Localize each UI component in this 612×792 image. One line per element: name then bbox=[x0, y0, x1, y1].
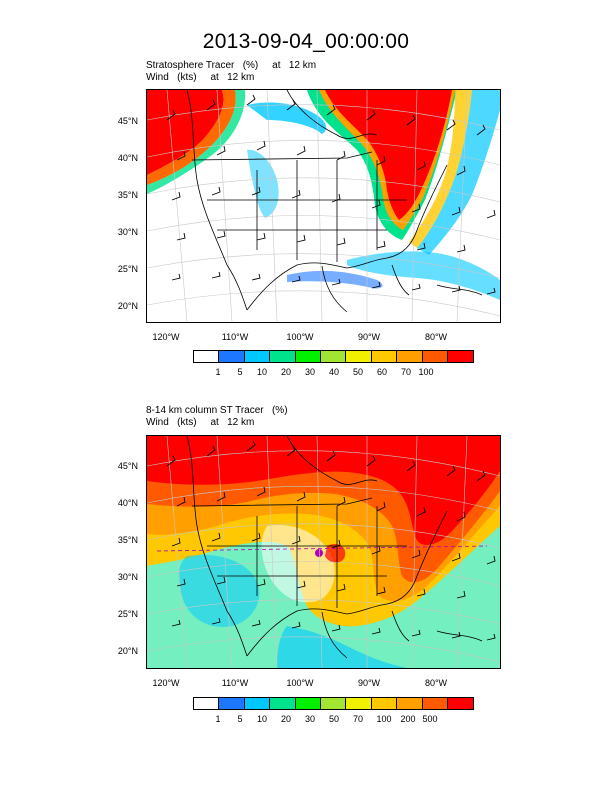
panel1-colorbar-label: 5 bbox=[237, 367, 243, 377]
panel1-lon-label: 110°W bbox=[221, 332, 249, 342]
panel2-colorbar-label: 5 bbox=[237, 714, 243, 724]
colorbar-swatch bbox=[397, 698, 423, 709]
panel1-colorbar-label: 40 bbox=[328, 367, 339, 377]
panel1-lon-label: 80°W bbox=[424, 332, 448, 342]
colorbar-swatch bbox=[194, 351, 220, 362]
colorbar-swatch bbox=[346, 698, 372, 709]
panel1-map bbox=[146, 89, 501, 323]
panel2-lon-label: 80°W bbox=[424, 678, 448, 688]
panel2-tracer-field bbox=[147, 436, 500, 668]
panel1-wind-barbs bbox=[166, 94, 496, 295]
colorbar-swatch bbox=[295, 351, 321, 362]
panel1-lon-label: 120°W bbox=[152, 332, 180, 342]
panel1-graticule bbox=[147, 90, 500, 322]
panel2-coastlines bbox=[186, 436, 483, 659]
panel1-colorbar-label: 1 bbox=[215, 367, 221, 377]
colorbar-swatch bbox=[219, 698, 245, 709]
panel2-boundary bbox=[156, 545, 488, 552]
colorbar-swatch bbox=[447, 351, 474, 362]
colorbar-swatch bbox=[346, 351, 372, 362]
panel1-lat-label: 30°N bbox=[117, 227, 138, 237]
panel2-lat-label: 45°N bbox=[117, 461, 138, 471]
panel2-colorbar-label: 30 bbox=[304, 714, 315, 724]
panel1-colorbar bbox=[193, 350, 475, 363]
panel2-colorbar-label: 10 bbox=[256, 714, 267, 724]
panel1-colorbar-label: 10 bbox=[256, 367, 267, 377]
colorbar-swatch bbox=[194, 698, 220, 709]
panel2-colorbar-label: 100 bbox=[376, 714, 392, 724]
panel2-lat-label: 35°N bbox=[117, 535, 138, 545]
colorbar-swatch bbox=[371, 698, 398, 709]
panel1-tracer-field bbox=[147, 90, 500, 300]
panel1-subtitle-tracer: Stratosphere Tracer (%) at 12 km bbox=[146, 60, 317, 71]
panel2-lat-label: 40°N bbox=[117, 498, 138, 508]
colorbar-swatch bbox=[422, 698, 448, 709]
panel2-colorbar-label: 1 bbox=[215, 714, 221, 724]
panel1-colorbar-label: 70 bbox=[400, 367, 411, 377]
panel2-colorbar bbox=[193, 697, 475, 710]
panel2-colorbar-label: 70 bbox=[352, 714, 363, 724]
colorbar-swatch bbox=[422, 351, 448, 362]
panel2-lat-label: 30°N bbox=[117, 572, 138, 582]
panel1-colorbar-label: 30 bbox=[304, 367, 315, 377]
panel2-colorbar-label: 20 bbox=[280, 714, 291, 724]
colorbar-swatch bbox=[447, 698, 474, 709]
panel1-lat-label: 45°N bbox=[117, 116, 138, 126]
panel1-lon-label: 100°W bbox=[286, 332, 314, 342]
panel1-colorbar-label: 50 bbox=[352, 367, 363, 377]
panel1-lat-label: 35°N bbox=[117, 190, 138, 200]
panel1-colorbar-label: 100 bbox=[418, 367, 434, 377]
panel2-colorbar-label: 200 bbox=[400, 714, 416, 724]
colorbar-swatch bbox=[244, 698, 271, 709]
panel2-lon-label: 90°W bbox=[357, 678, 381, 688]
colorbar-swatch bbox=[270, 698, 296, 709]
panel1-lat-label: 25°N bbox=[117, 264, 138, 274]
panel1-subtitle-wind: Wind (kts) at 12 km bbox=[146, 72, 255, 83]
panel1-colorbar-label: 20 bbox=[280, 367, 291, 377]
panel2-subtitle-wind: Wind (kts) at 12 km bbox=[146, 417, 255, 428]
panel1-colorbar-label: 60 bbox=[376, 367, 387, 377]
panel2-graticule bbox=[147, 436, 500, 668]
panel2-lat-label: 25°N bbox=[117, 609, 138, 619]
colorbar-swatch bbox=[397, 351, 423, 362]
panel2-lon-label: 110°W bbox=[221, 678, 249, 688]
panel2-colorbar-label: 50 bbox=[328, 714, 339, 724]
colorbar-swatch bbox=[371, 351, 398, 362]
panel1-lat-label: 20°N bbox=[117, 301, 138, 311]
page-title: 2013-09-04_00:00:00 bbox=[202, 30, 410, 53]
colorbar-swatch bbox=[320, 351, 347, 362]
panel2-map bbox=[146, 435, 501, 669]
panel2-wind-barbs bbox=[166, 440, 496, 641]
colorbar-swatch bbox=[295, 698, 321, 709]
colorbar-swatch bbox=[219, 351, 245, 362]
panel2-lon-label: 120°W bbox=[152, 678, 180, 688]
colorbar-swatch bbox=[270, 351, 296, 362]
colorbar-swatch bbox=[320, 698, 347, 709]
colorbar-swatch bbox=[244, 351, 271, 362]
panel1-lat-label: 40°N bbox=[117, 153, 138, 163]
panel1-coastlines bbox=[186, 90, 483, 313]
panel2-lat-label: 20°N bbox=[117, 646, 138, 656]
panel2-colorbar-label: 500 bbox=[422, 714, 438, 724]
panel2-lon-label: 100°W bbox=[286, 678, 314, 688]
panel1-lon-label: 90°W bbox=[357, 332, 381, 342]
panel2-subtitle-tracer: 8-14 km column ST Tracer (%) bbox=[146, 405, 288, 416]
